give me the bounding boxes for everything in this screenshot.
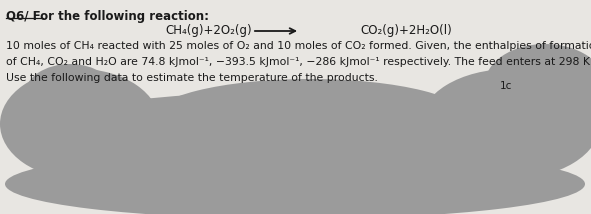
- Text: CO₂(g)+2H₂O(l): CO₂(g)+2H₂O(l): [360, 24, 452, 37]
- Ellipse shape: [25, 64, 115, 124]
- Text: 1c: 1c: [500, 81, 512, 91]
- Ellipse shape: [150, 79, 470, 159]
- Ellipse shape: [0, 69, 160, 179]
- Ellipse shape: [350, 147, 550, 202]
- Text: Q6/ For the following reaction:: Q6/ For the following reaction:: [6, 10, 209, 23]
- Text: CH₄(g)+2O₂(g): CH₄(g)+2O₂(g): [165, 24, 252, 37]
- Ellipse shape: [485, 44, 591, 124]
- Text: of CH₄, CO₂ and H₂O are 74.8 kJmol⁻¹, −393.5 kJmol⁻¹, −286 kJmol⁻¹ respectively.: of CH₄, CO₂ and H₂O are 74.8 kJmol⁻¹, −3…: [6, 57, 591, 67]
- Ellipse shape: [15, 92, 575, 186]
- Ellipse shape: [420, 69, 591, 179]
- Ellipse shape: [5, 149, 585, 214]
- Text: 10 moles of CH₄ reacted with 25 moles of O₂ and 10 moles of CO₂ formed. Given, t: 10 moles of CH₄ reacted with 25 moles of…: [6, 41, 591, 51]
- Text: Use the following data to estimate the temperature of the products.: Use the following data to estimate the t…: [6, 73, 378, 83]
